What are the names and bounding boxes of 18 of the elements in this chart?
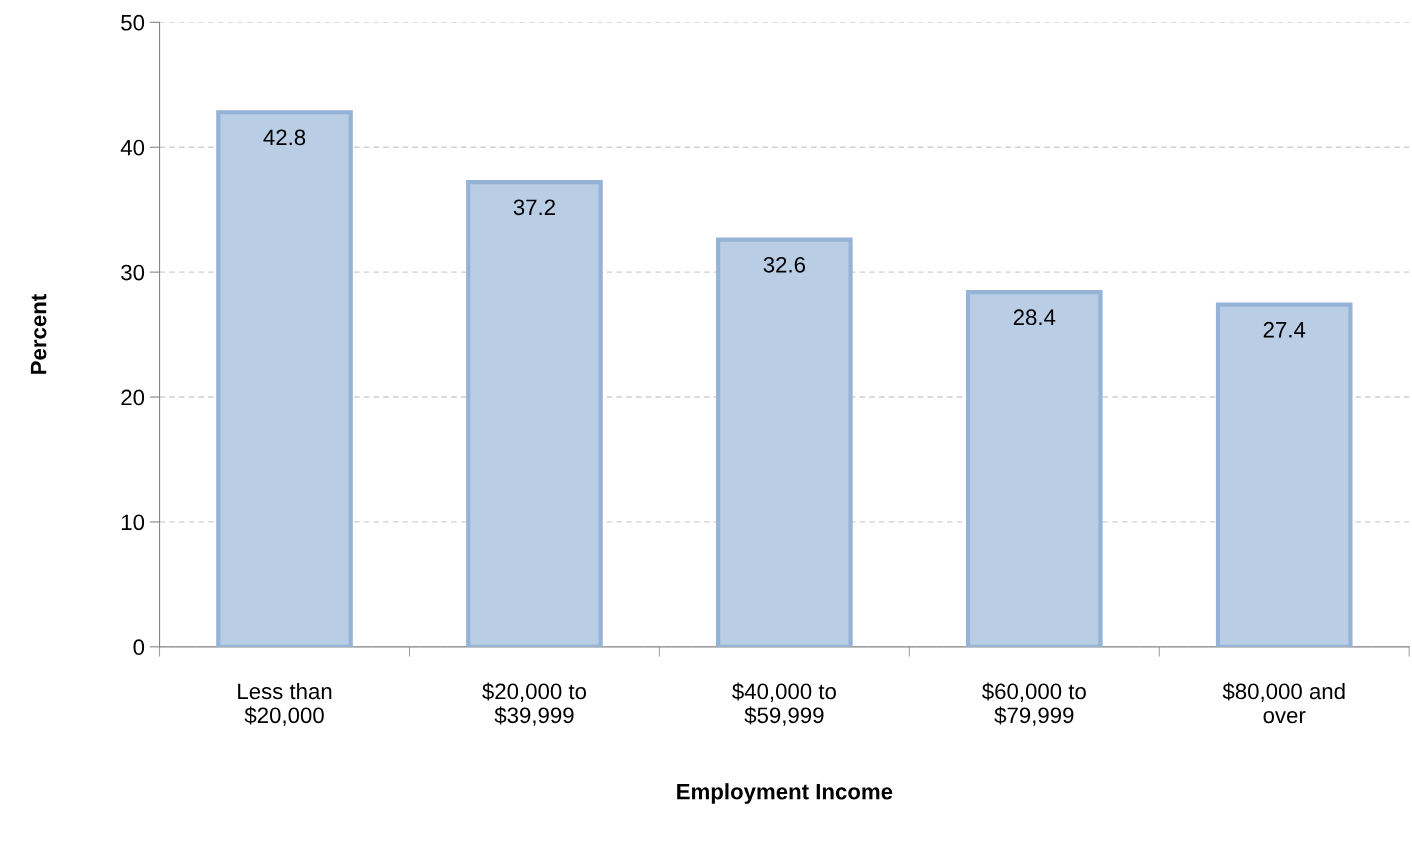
data-label: 42.8 xyxy=(263,129,306,146)
y-tick-label: 20 xyxy=(121,389,145,406)
x-tick-label: $20,000 to $39,999 xyxy=(482,682,587,726)
y-tick-label: 30 xyxy=(121,264,145,281)
x-tick-label: $80,000 and over xyxy=(1222,682,1345,724)
data-label: 37.2 xyxy=(513,199,555,216)
y-tick-label: 50 xyxy=(121,14,145,31)
x-axis-title: Employment Income xyxy=(677,783,893,804)
x-tick-label: $60,000 to $79,999 xyxy=(982,682,1086,726)
x-tick-label: $40,000 to $59,999 xyxy=(732,682,836,726)
data-label: 27.4 xyxy=(1263,321,1306,338)
data-label: 32.6 xyxy=(763,256,806,273)
y-tick-label: 0 xyxy=(133,639,145,656)
data-label: 28.4 xyxy=(1013,309,1056,326)
x-tick-label: Less than $20,000 xyxy=(238,682,332,726)
y-axis-title: Percent xyxy=(30,294,47,374)
y-tick-label: 10 xyxy=(121,514,145,531)
y-tick-label: 40 xyxy=(120,139,145,156)
